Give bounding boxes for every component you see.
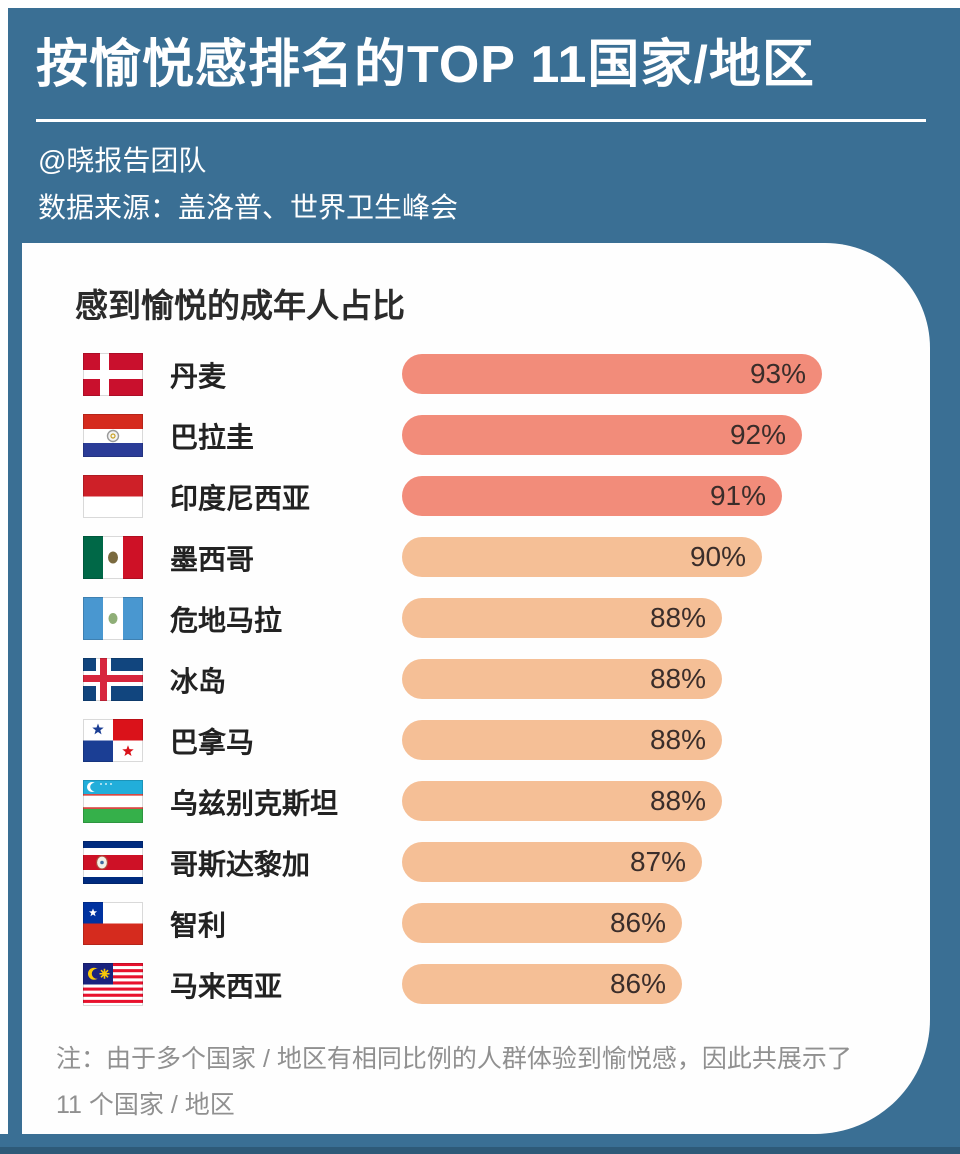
- value-bar: 91%: [402, 476, 782, 516]
- footnote: 注：由于多个国家 / 地区有相同比例的人群体验到愉悦感，因此共展示了 11 个国…: [56, 1036, 886, 1128]
- value-label: 88%: [649, 724, 706, 755]
- value-bar: 86%: [402, 903, 682, 943]
- chart-title: 感到愉悦的成年人占比: [75, 287, 405, 324]
- value-label: 91%: [709, 480, 766, 511]
- value-bar: 88%: [402, 720, 722, 760]
- author-credit: @晓报告团队: [38, 145, 207, 176]
- value-bar: 87%: [402, 842, 702, 882]
- chart-row: 危地马拉 88%: [22, 588, 930, 649]
- country-label: 墨西哥: [170, 543, 255, 575]
- value-label: 88%: [649, 785, 706, 816]
- country-label: 丹麦: [170, 360, 227, 392]
- bottom-edge-strip: [0, 1134, 960, 1154]
- value-bar: 93%: [402, 354, 822, 394]
- country-label: 巴拿马: [170, 726, 255, 758]
- value-label: 88%: [649, 663, 706, 694]
- title-divider: [36, 119, 926, 122]
- country-label: 冰岛: [170, 665, 227, 697]
- country-label: 印度尼西亚: [170, 482, 311, 514]
- chart-row: 墨西哥 90%: [22, 527, 930, 588]
- denmark-flag-icon: [83, 353, 143, 396]
- country-label: 哥斯达黎加: [170, 848, 311, 880]
- value-bar: 88%: [402, 598, 722, 638]
- chart-row: 印度尼西亚 91%: [22, 466, 930, 527]
- value-bar: 86%: [402, 964, 682, 1004]
- chart-row: 丹麦 93%: [22, 344, 930, 405]
- panama-flag-icon: [83, 719, 143, 762]
- iceland-flag-icon: [83, 658, 143, 701]
- chart-row: 哥斯达黎加 87%: [22, 832, 930, 893]
- value-bar: 90%: [402, 537, 762, 577]
- chart-row: 乌兹别克斯坦 88%: [22, 771, 930, 832]
- value-bar: 88%: [402, 659, 722, 699]
- value-label: 88%: [649, 602, 706, 633]
- value-label: 86%: [609, 968, 666, 999]
- country-label: 马来西亚: [170, 970, 283, 1002]
- country-label: 巴拉圭: [170, 421, 255, 453]
- chart-row: 冰岛 88%: [22, 649, 930, 710]
- country-label: 危地马拉: [170, 604, 283, 636]
- data-source: 数据来源：盖洛普、世界卫生峰会: [38, 192, 459, 223]
- chile-flag-icon: [83, 902, 143, 945]
- value-bar: 88%: [402, 781, 722, 821]
- value-label: 86%: [609, 907, 666, 938]
- value-label: 90%: [689, 541, 746, 572]
- page-title: 按愉悦感排名的TOP 11国家/地区: [36, 36, 815, 94]
- indonesia-flag-icon: [83, 475, 143, 518]
- footnote-line-1: 注：由于多个国家 / 地区有相同比例的人群体验到愉悦感，因此共展示了: [56, 1045, 852, 1073]
- paraguay-flag-icon: [83, 414, 143, 457]
- costa-rica-flag-icon: [83, 841, 143, 884]
- chart-row: 马来西亚 86%: [22, 954, 930, 1015]
- chart-row: 巴拉圭 92%: [22, 405, 930, 466]
- value-label: 93%: [749, 358, 806, 389]
- chart-rows: 丹麦 93% 巴拉圭 92% 印度尼西亚 91% 墨西哥 90% 危地马拉 88% 冰岛 88% 巴拿马…: [22, 344, 930, 1015]
- footnote-line-2: 11 个国家 / 地区: [56, 1091, 235, 1119]
- value-bar: 92%: [402, 415, 802, 455]
- uzbekistan-flag-icon: [83, 780, 143, 823]
- chart-row: 巴拿马 88%: [22, 710, 930, 771]
- value-label: 92%: [729, 419, 786, 450]
- country-label: 智利: [170, 909, 227, 941]
- guatemala-flag-icon: [83, 597, 143, 640]
- malaysia-flag-icon: [83, 963, 143, 1006]
- country-label: 乌兹别克斯坦: [170, 787, 339, 819]
- value-label: 87%: [629, 846, 686, 877]
- chart-row: 智利 86%: [22, 893, 930, 954]
- mexico-flag-icon: [83, 536, 143, 579]
- chart-card: 感到愉悦的成年人占比 丹麦 93% 巴拉圭 92% 印度尼西亚 91% 墨西哥 90% 危地马拉…: [22, 243, 930, 1134]
